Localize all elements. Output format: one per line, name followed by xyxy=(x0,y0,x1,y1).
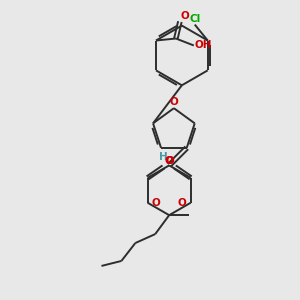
Text: O: O xyxy=(181,11,190,21)
Text: O: O xyxy=(169,97,178,107)
Text: O: O xyxy=(152,198,160,208)
Text: O: O xyxy=(165,156,174,167)
Text: O: O xyxy=(178,198,187,208)
Text: Cl: Cl xyxy=(189,14,200,24)
Text: OH: OH xyxy=(195,40,212,50)
Text: H: H xyxy=(159,152,168,162)
Text: O: O xyxy=(164,156,173,167)
